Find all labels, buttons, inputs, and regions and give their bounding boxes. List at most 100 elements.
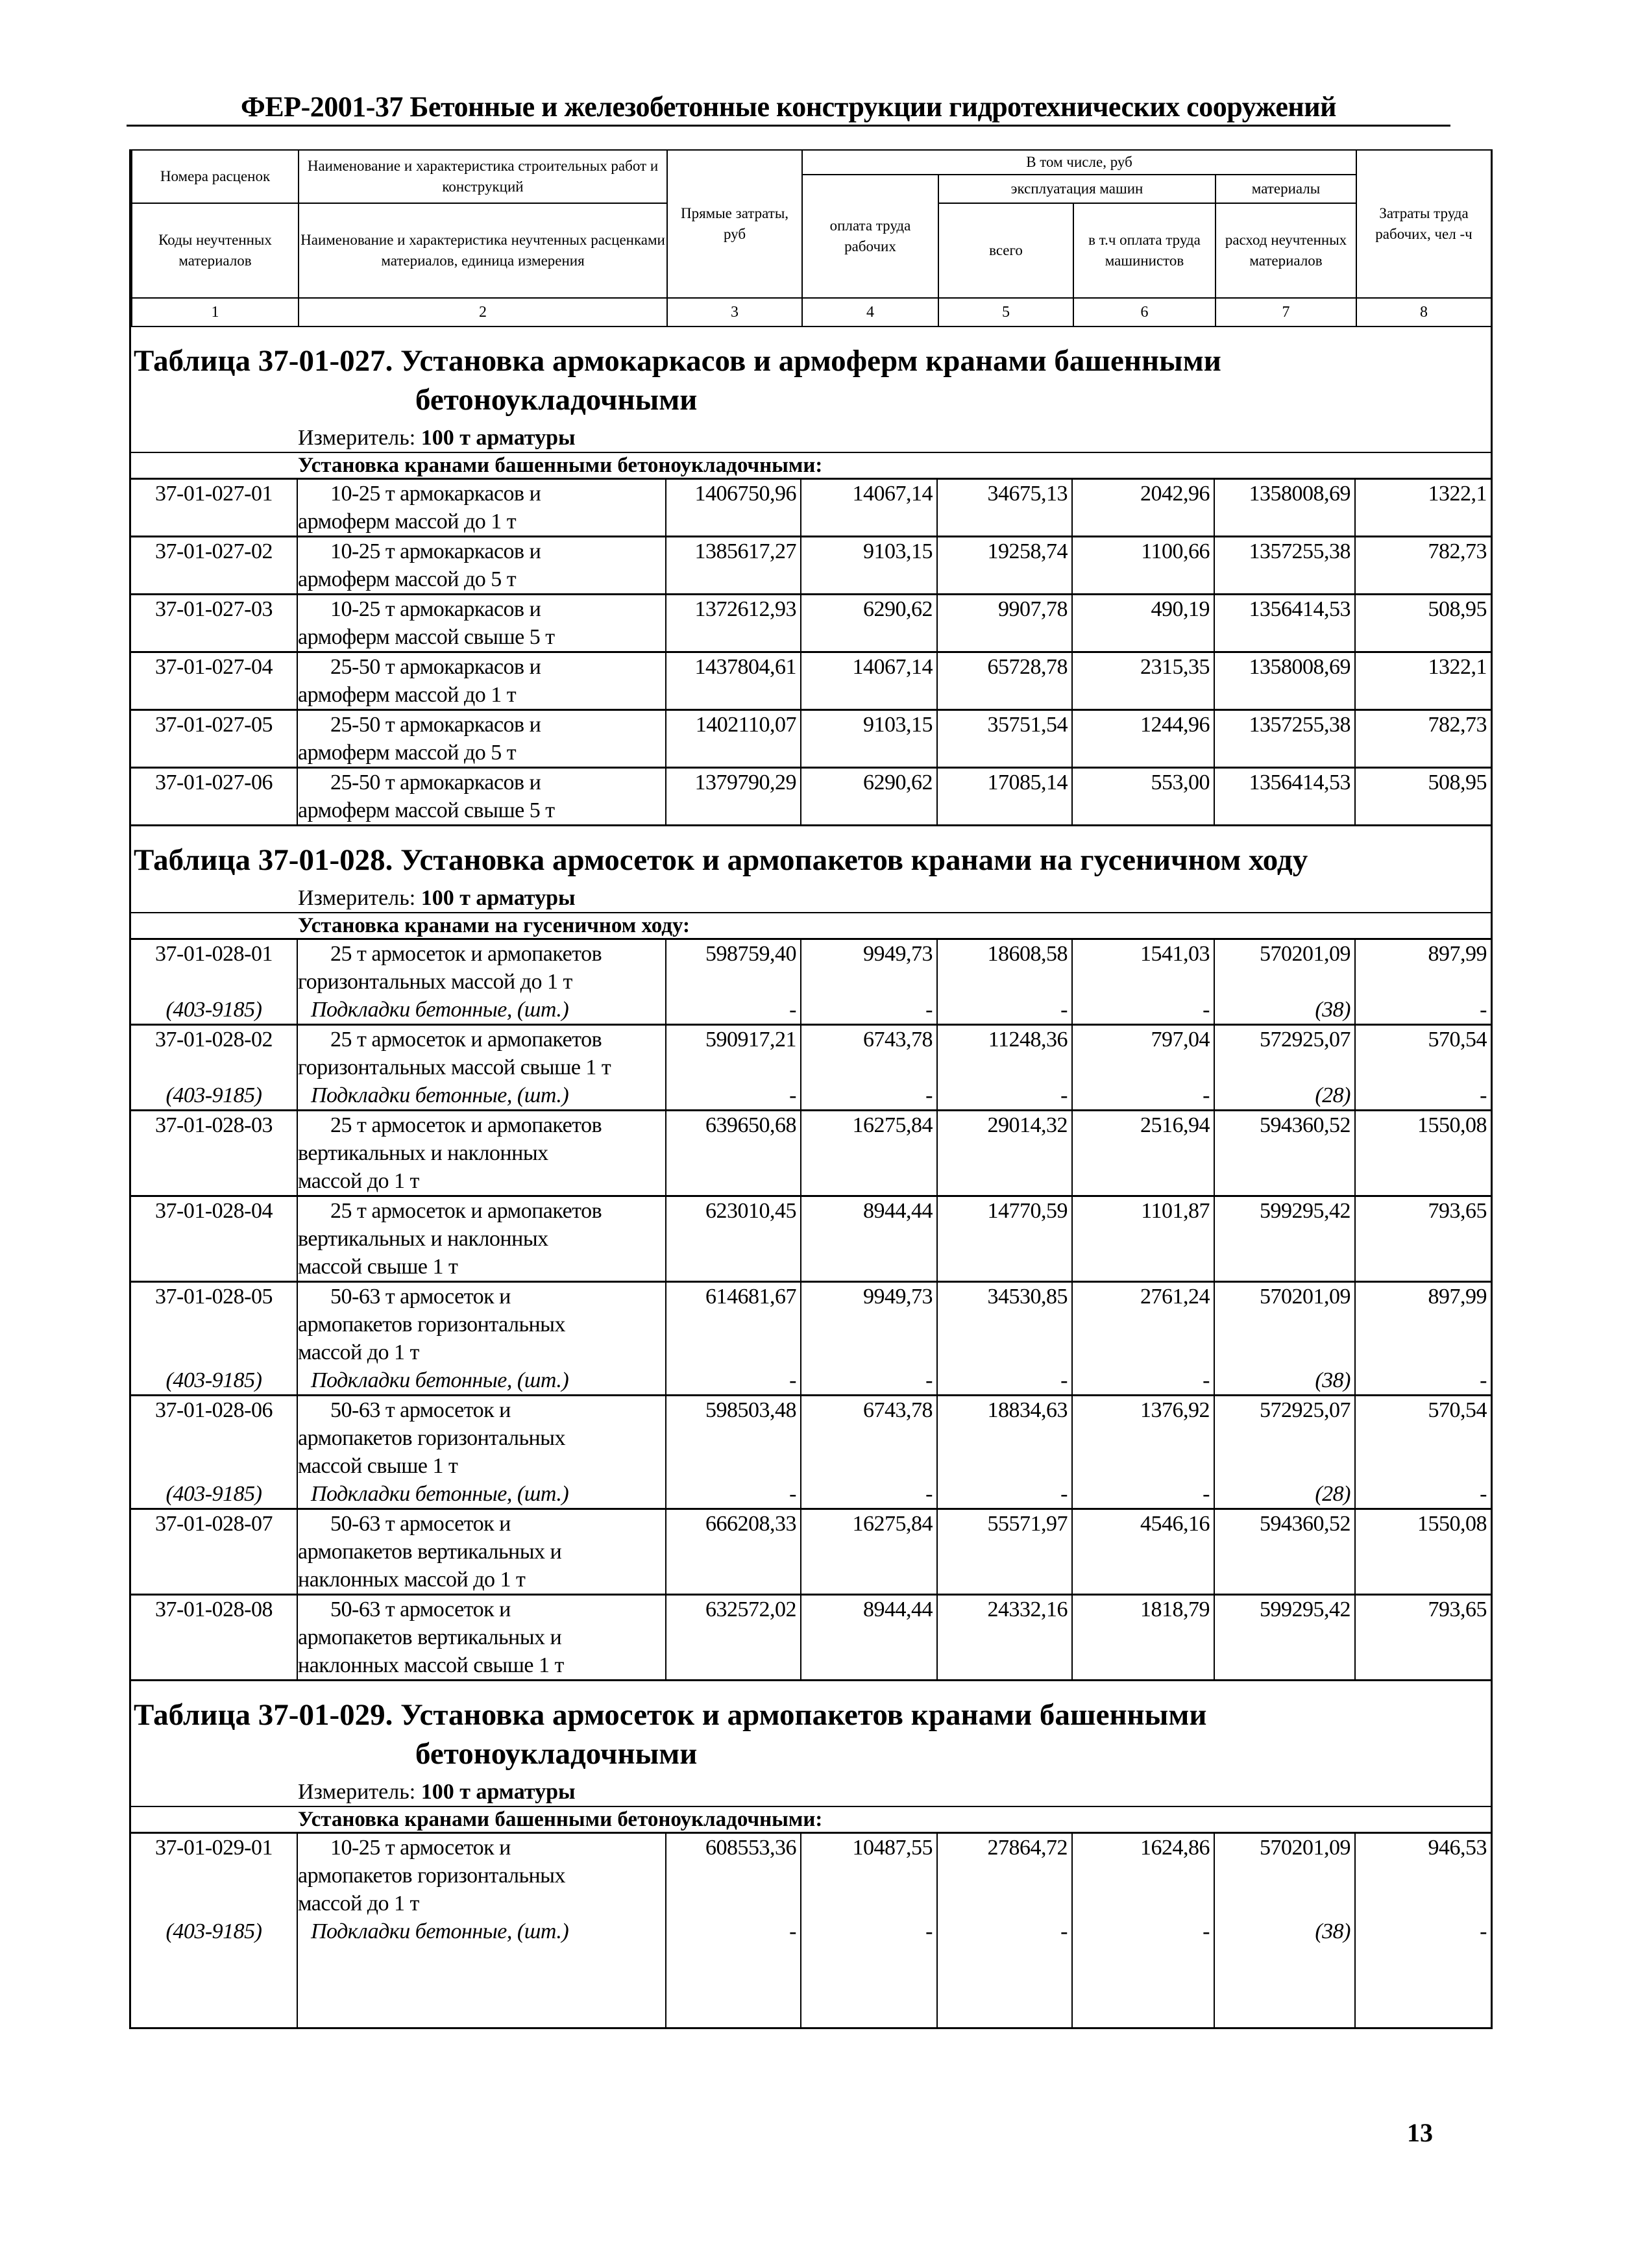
table-row: 37-01-028-07 50-63 т армосеток и армопакет… bbox=[131, 1510, 1491, 1596]
value-cell: 29014,32 bbox=[938, 1111, 1073, 1195]
value-cell: 1356414,53 bbox=[1215, 595, 1356, 651]
value-cell: 1541,03 bbox=[1073, 940, 1215, 996]
description-line: 10-25 т армосеток и bbox=[330, 1836, 511, 1860]
group-label: Установка кранами башенными бетоноукладо… bbox=[131, 1807, 1491, 1834]
description-line: 10-25 т армокаркасов и bbox=[330, 597, 541, 621]
material-value: - bbox=[801, 1366, 938, 1394]
measure-label: Измеритель: bbox=[298, 886, 416, 910]
value-cell: 599295,42 bbox=[1215, 1197, 1356, 1281]
material-value: - bbox=[938, 1081, 1073, 1109]
price-table: Таблица 37-01-029. Установка армосеток и… bbox=[131, 1681, 1491, 2029]
header-materials: материалы bbox=[1214, 174, 1358, 204]
empty-cell bbox=[801, 1945, 938, 2027]
row-main: 37-01-027-04 25-50 т армокаркасов и армофе… bbox=[131, 653, 1491, 709]
table-row: 37-01-028-08 50-63 т армосеток и армопакет… bbox=[131, 1596, 1491, 1681]
material-value: - bbox=[1073, 1917, 1215, 1945]
value-cell: 594360,52 bbox=[1215, 1111, 1356, 1195]
description-line: наклонных массой до 1 т bbox=[298, 1568, 526, 1592]
rate-code: 37-01-029-01 bbox=[131, 1834, 298, 1917]
value-cell: 570201,09 bbox=[1215, 1834, 1356, 1917]
value-cell: 14067,14 bbox=[801, 653, 938, 709]
description-line: армоферм массой до 5 т bbox=[298, 741, 517, 765]
measure-unit: Измеритель: 100 т арматуры bbox=[131, 885, 1491, 913]
rate-description: 10-25 т армосеток и армопакетов горизонта… bbox=[298, 1834, 666, 1917]
value-cell: 1372612,93 bbox=[666, 595, 801, 651]
value-cell: 18834,63 bbox=[938, 1396, 1073, 1480]
description-line: армоферм массой свыше 5 т bbox=[298, 625, 555, 649]
table-row: 37-01-027-05 25-50 т армокаркасов и армофе… bbox=[131, 711, 1491, 769]
value-cell: 590917,21 bbox=[666, 1026, 801, 1081]
description-line: 10-25 т армокаркасов и bbox=[330, 482, 541, 506]
value-cell: 6743,78 bbox=[801, 1396, 938, 1480]
description-line: массой до 1 т bbox=[298, 1169, 419, 1193]
table-title-line: Таблица 37-01-029. Установка армосеток и… bbox=[134, 1698, 1207, 1732]
value-cell: 1624,86 bbox=[1073, 1834, 1215, 1917]
value-cell: 1818,79 bbox=[1073, 1596, 1215, 1679]
group-label: Установка кранами башенными бетоноукладо… bbox=[131, 453, 1491, 480]
value-cell: 2315,35 bbox=[1073, 653, 1215, 709]
material-value: - bbox=[1480, 1368, 1487, 1392]
material-value: - bbox=[1073, 1081, 1215, 1109]
value-cell: 572925,07 bbox=[1215, 1026, 1356, 1081]
material-subrow: (403-9185) Подкладки бетонные, (шт.) - - - -(… bbox=[131, 1081, 1491, 1109]
value-cell: 1356414,53 bbox=[1215, 769, 1356, 824]
description-line: 10-25 т армокаркасов и bbox=[330, 539, 541, 563]
header-operator-pay: в т.ч оплата труда машинистов bbox=[1073, 203, 1216, 299]
rate-description: 50-63 т армосеток и армопакетов горизонта… bbox=[298, 1396, 666, 1480]
value-cell: 797,04 bbox=[1073, 1026, 1215, 1081]
column-number: 7 bbox=[1214, 297, 1358, 327]
row-main: 37-01-027-03 10-25 т армокаркасов и армофе… bbox=[131, 595, 1491, 651]
measure-label: Измеритель: bbox=[298, 426, 416, 450]
description-line: 25 т армосеток и армопакетов bbox=[330, 1199, 602, 1223]
description-line: массой свыше 1 т bbox=[298, 1454, 458, 1478]
row-main: 37-01-028-03 25 т армосеток и армопакетов… bbox=[131, 1111, 1491, 1195]
rate-description: 25-50 т армокаркасов и армоферм массой св… bbox=[298, 769, 666, 824]
description-line: массой свыше 1 т bbox=[298, 1255, 458, 1279]
measure-unit: Измеритель: 100 т арматуры bbox=[131, 1779, 1491, 1807]
value-cell: 1379790,29 bbox=[666, 769, 801, 824]
row-main: 37-01-028-07 50-63 т армосеток и армопакет… bbox=[131, 1510, 1491, 1594]
value-cell: 490,19 bbox=[1073, 595, 1215, 651]
rate-description: 50-63 т армосеток и армопакетов вертикаль… bbox=[298, 1596, 666, 1679]
rate-code: 37-01-028-03 bbox=[131, 1111, 298, 1195]
rate-description: 50-63 т армосеток и армопакетов вертикаль… bbox=[298, 1510, 666, 1594]
material-code: (403-9185) bbox=[131, 996, 298, 1024]
rate-code: 37-01-027-04 bbox=[131, 653, 298, 709]
value-cell: 897,99 bbox=[1428, 1285, 1487, 1309]
value-cell: 1550,08 bbox=[1417, 1113, 1487, 1137]
value-cell: 8944,44 bbox=[801, 1596, 938, 1679]
value-cell: 1358008,69 bbox=[1215, 480, 1356, 536]
measure-label: Измеритель: bbox=[298, 1780, 416, 1804]
rate-description: 10-25 т армокаркасов и армоферм массой св… bbox=[298, 595, 666, 651]
header-material-consumption: расход неучтенных материалов bbox=[1214, 203, 1358, 299]
rate-code: 37-01-028-06 bbox=[131, 1396, 298, 1480]
material-value: - bbox=[666, 1480, 801, 1508]
value-cell: 508,95 bbox=[1428, 770, 1487, 795]
value-cell: 1550,08 bbox=[1417, 1512, 1487, 1536]
value-cell: 608553,36 bbox=[666, 1834, 801, 1917]
value-cell: 599295,42 bbox=[1215, 1596, 1356, 1679]
header-machine-operation: эксплуатация машин bbox=[938, 174, 1216, 204]
value-cell: 614681,67 bbox=[666, 1283, 801, 1366]
rate-description: 25 т армосеток и армопакетов вертикальных… bbox=[298, 1197, 666, 1281]
value-cell: 8944,44 bbox=[801, 1197, 938, 1281]
value-cell: 14067,14 bbox=[801, 480, 938, 536]
value-cell: 9907,78 bbox=[938, 595, 1073, 651]
description-line: армоферм массой до 5 т bbox=[298, 567, 517, 591]
value-cell: 793,65 bbox=[1428, 1597, 1487, 1621]
value-cell: 570,54 bbox=[1428, 1398, 1487, 1422]
value-cell: 17085,14 bbox=[938, 769, 1073, 824]
value-cell: 9103,15 bbox=[801, 711, 938, 767]
material-value: - bbox=[938, 996, 1073, 1024]
table-row: 37-01-028-05 50-63 т армосеток и армопакет… bbox=[131, 1283, 1491, 1396]
value-cell: 34675,13 bbox=[938, 480, 1073, 536]
value-cell: 2042,96 bbox=[1073, 480, 1215, 536]
material-code: (403-9185) bbox=[131, 1366, 298, 1394]
value-cell: 553,00 bbox=[1073, 769, 1215, 824]
value-cell: 782,73 bbox=[1428, 713, 1487, 737]
header-labor-hours: Затраты труда рабочих, чел -ч bbox=[1356, 149, 1493, 299]
empty-cell bbox=[1356, 1945, 1491, 2027]
material-value: - bbox=[1480, 998, 1487, 1022]
row-main: 37-01-029-01 10-25 т армосеток и армопакет… bbox=[131, 1834, 1491, 1917]
rate-code: 37-01-028-01 bbox=[131, 940, 298, 996]
